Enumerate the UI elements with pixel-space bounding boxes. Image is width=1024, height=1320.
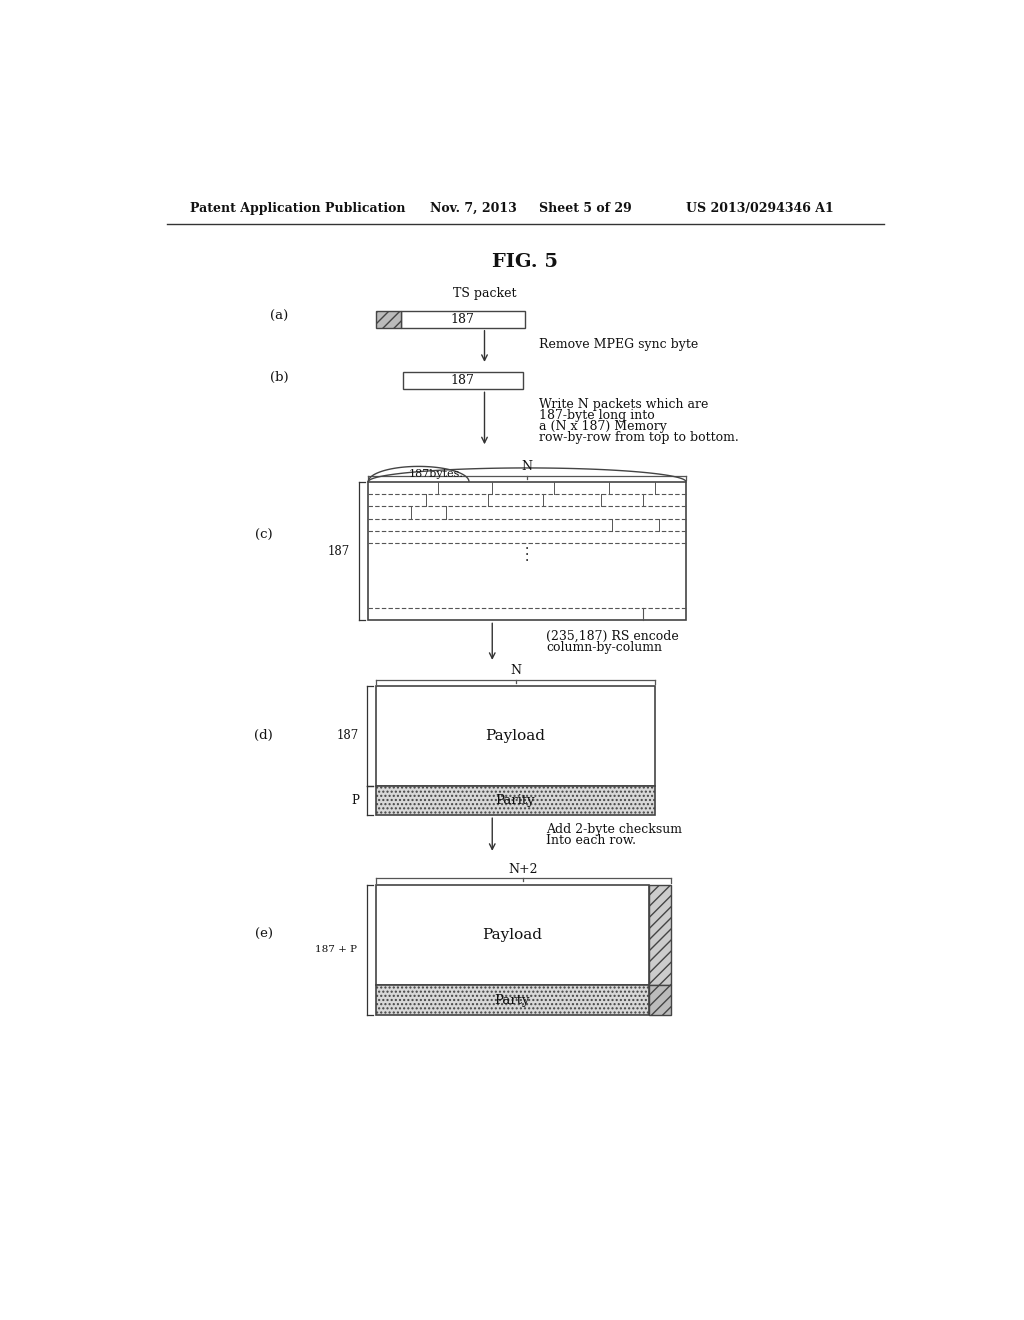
Text: Write N packets which are: Write N packets which are [539,399,709,412]
Text: .: . [525,539,529,552]
Text: Party: Party [495,994,530,1007]
Bar [369,482,686,620]
Text: (e): (e) [255,928,272,941]
Text: 187-byte long into: 187-byte long into [539,409,654,422]
Text: FIG. 5: FIG. 5 [492,253,558,272]
Text: N: N [521,459,532,473]
Text: (d): (d) [254,730,273,742]
Bar [376,686,655,785]
Text: a (N x 187) Memory: a (N x 187) Memory [539,420,667,433]
Text: Patent Application Publication: Patent Application Publication [190,202,406,215]
Bar [376,312,400,327]
Text: row-by-row from top to bottom.: row-by-row from top to bottom. [539,430,738,444]
Text: (235,187) RS encode: (235,187) RS encode [547,630,679,643]
Text: .: . [525,550,529,564]
Text: 187: 187 [337,730,359,742]
Text: Parity: Parity [496,795,536,807]
Bar [376,985,649,1015]
Text: Remove MPEG sync byte: Remove MPEG sync byte [539,338,698,351]
Text: N+2: N+2 [509,862,538,875]
Text: Nov. 7, 2013: Nov. 7, 2013 [430,202,517,215]
Text: 187: 187 [451,313,475,326]
Text: 187bytes.: 187bytes. [409,469,464,479]
Text: 187: 187 [328,545,349,557]
Text: 187: 187 [451,375,475,388]
Text: column-by-column: column-by-column [547,640,663,653]
Text: 187 + P: 187 + P [315,945,357,954]
Text: Into each row.: Into each row. [547,834,637,847]
Text: Sheet 5 of 29: Sheet 5 of 29 [539,202,632,215]
Text: N: N [510,664,521,677]
Text: Payload: Payload [485,729,546,743]
Text: (b): (b) [269,371,289,384]
Text: (c): (c) [255,529,272,543]
Bar [376,884,649,985]
Bar [403,372,523,389]
Text: TS packet: TS packet [453,286,516,300]
Bar [649,884,671,985]
Text: .: . [525,544,529,558]
Bar [376,785,655,816]
Text: Add 2-byte checksum: Add 2-byte checksum [547,822,683,836]
Text: (a): (a) [270,310,288,323]
Text: US 2013/0294346 A1: US 2013/0294346 A1 [686,202,834,215]
Text: Payload: Payload [482,928,543,941]
Bar [400,312,524,327]
Bar [649,985,671,1015]
Text: P: P [351,795,359,807]
